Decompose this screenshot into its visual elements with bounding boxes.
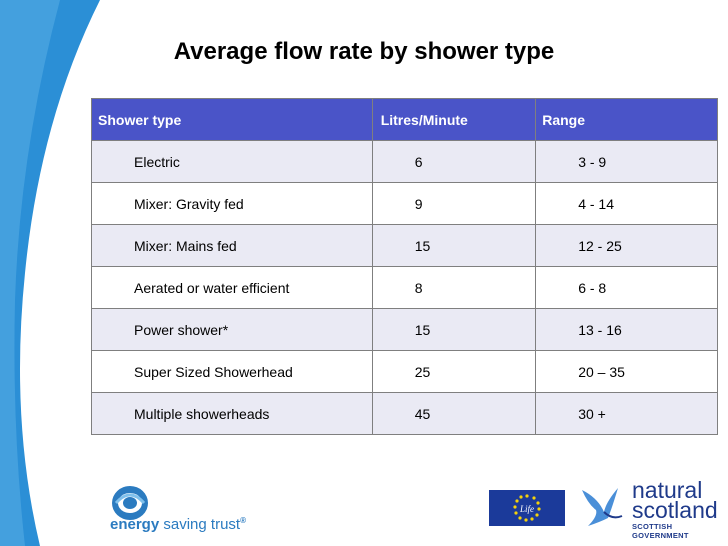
- energy-saving-trust-logo: [112, 486, 148, 520]
- cell-range: 20 – 35: [535, 350, 718, 393]
- cell-litres: 15: [371, 224, 537, 267]
- cell-range: 3 - 9: [535, 140, 718, 183]
- header-litres-minute: Litres/Minute: [371, 98, 537, 141]
- natural-scotland-line3: SCOTTISH GOVERNMENT: [632, 522, 689, 540]
- cell-range: 12 - 25: [535, 224, 718, 267]
- cell-litres: 25: [371, 350, 537, 393]
- table-row: Aerated or water efficient 8 6 - 8: [91, 266, 718, 309]
- cell-range: 30 +: [535, 392, 718, 435]
- table-row: Power shower* 15 13 - 16: [91, 308, 718, 351]
- cell-range: 6 - 8: [535, 266, 718, 309]
- est-word-saving-trust: saving trust: [163, 516, 241, 533]
- table-row: Multiple showerheads 45 30 +: [91, 392, 718, 435]
- cell-shower-type: Mixer: Gravity fed: [91, 182, 373, 225]
- cell-litres: 8: [371, 266, 537, 309]
- cell-shower-type: Electric: [91, 140, 373, 183]
- natural-scotland-line2: scotland: [632, 497, 718, 523]
- est-registered-mark: ®: [240, 516, 246, 525]
- decorative-blue-band: [0, 0, 100, 546]
- cell-litres: 9: [371, 182, 537, 225]
- flow-rate-table: Shower type Litres/Minute Range Electric…: [91, 98, 718, 435]
- table-row: Electric 6 3 - 9: [91, 140, 718, 183]
- natural-scotland-line1: natural: [632, 477, 703, 503]
- cell-shower-type: Super Sized Showerhead: [91, 350, 373, 393]
- header-range: Range: [535, 98, 718, 141]
- table-row: Super Sized Showerhead 25 20 – 35: [91, 350, 718, 393]
- cell-litres: 15: [371, 308, 537, 351]
- table-row: Mixer: Gravity fed 9 4 - 14: [91, 182, 718, 225]
- cell-litres: 45: [371, 392, 537, 435]
- header-shower-type: Shower type: [91, 98, 373, 141]
- energy-saving-trust-wordmark: energy saving trust®: [110, 516, 246, 533]
- cell-shower-type: Multiple showerheads: [91, 392, 373, 435]
- est-word-energy: energy: [110, 516, 160, 533]
- eu-life-logo: Life: [489, 490, 565, 526]
- cell-range: 4 - 14: [535, 182, 718, 225]
- table-header-row: Shower type Litres/Minute Range: [91, 98, 718, 141]
- cell-shower-type: Power shower*: [91, 308, 373, 351]
- cell-litres: 6: [371, 140, 537, 183]
- slide-title: Average flow rate by shower type: [173, 38, 555, 65]
- cell-shower-type: Mixer: Mains fed: [91, 224, 373, 267]
- cell-range: 13 - 16: [535, 308, 718, 351]
- eu-life-text: Life: [519, 504, 534, 514]
- cell-shower-type: Aerated or water efficient: [91, 266, 373, 309]
- natural-scotland-logo: [582, 488, 623, 526]
- table-row: Mixer: Mains fed 15 12 - 25: [91, 224, 718, 267]
